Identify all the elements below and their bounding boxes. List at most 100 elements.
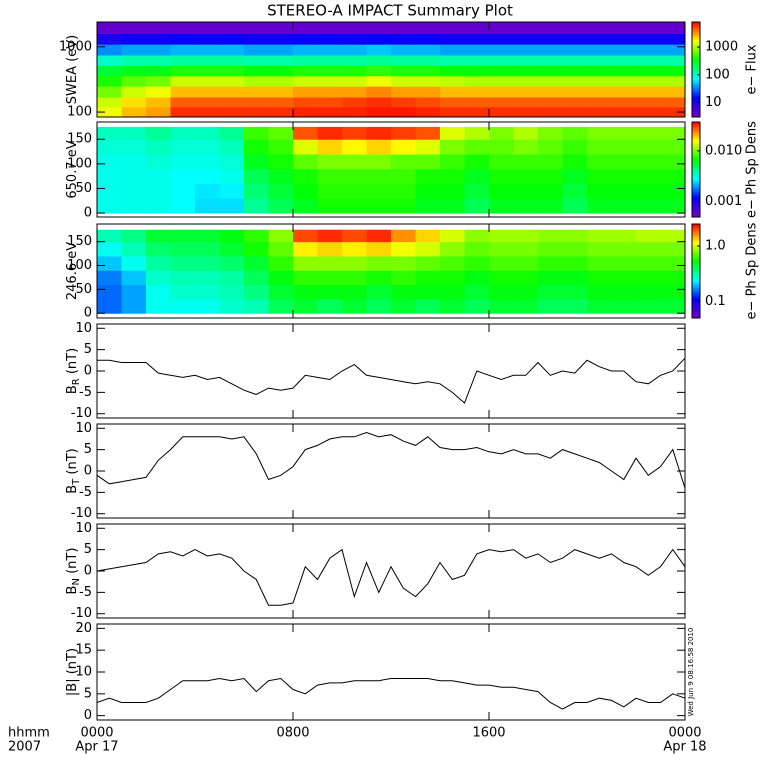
heatmap-cell (464, 298, 490, 314)
heatmap-cell (464, 75, 490, 87)
heatmap-cell (513, 54, 539, 66)
heatmap-cell (97, 241, 122, 257)
heatmap-cell (293, 44, 318, 56)
heatmap-cell (97, 44, 122, 56)
heatmap-cell (146, 284, 171, 300)
heatmap-cell (489, 86, 514, 98)
heatmap-cell (170, 298, 196, 314)
heatmap-cell (538, 229, 563, 243)
heatmap-cell (366, 44, 392, 56)
heatmap-cell (366, 33, 392, 45)
heatmap-cell (489, 65, 514, 77)
heatmap-cell (611, 168, 637, 185)
heatmap-cell (636, 298, 661, 314)
y-tick-label: 5 (84, 542, 92, 557)
x-axis-label: hhmm (8, 726, 50, 741)
heatmap-cell (146, 198, 171, 214)
heatmap-cell (464, 86, 490, 98)
heatmap-cell (489, 284, 514, 300)
heatmap-cell (366, 54, 392, 66)
heatmap-cell (440, 106, 465, 118)
heatmap-cell (391, 54, 416, 66)
heatmap-cell (342, 86, 367, 98)
heatmap-cell (121, 54, 147, 66)
heatmap-cell (121, 284, 147, 300)
colorbar-tick-label: 0.1 (705, 294, 726, 309)
heatmap-cell (366, 126, 392, 140)
heatmap-cell (317, 198, 343, 214)
heatmap-cell (342, 75, 367, 87)
heatmap-cell (538, 22, 563, 34)
heatmap-cell (587, 298, 612, 314)
colorbar-label: e− Flux (745, 44, 760, 94)
heatmap-cell (342, 54, 367, 66)
heatmap-cell (489, 270, 514, 286)
plot-frame (96, 423, 686, 519)
colorbar-tick-label: 100 (705, 67, 730, 82)
heatmap-cell (587, 241, 612, 257)
heatmap-cell (513, 22, 539, 34)
heatmap-cell (219, 97, 245, 108)
heatmap-cell (170, 168, 196, 185)
heatmap-cell (121, 153, 147, 170)
heatmap-cell (170, 44, 196, 56)
heatmap-cell (97, 139, 122, 155)
heatmap-cell (293, 126, 318, 140)
heatmap-cell (611, 298, 637, 314)
y-label-main: SWEA (eV) (65, 35, 80, 104)
heatmap-cell (562, 241, 588, 257)
heatmap-cell (293, 54, 318, 66)
heatmap-cell (562, 139, 588, 155)
heatmap-cell (660, 255, 686, 271)
heatmap-cell (317, 86, 343, 98)
y-axis-label: 650.7 eV (65, 140, 80, 198)
heatmap-cell (513, 139, 539, 155)
heatmap-cell (268, 139, 294, 155)
heatmap-cell (611, 198, 637, 214)
heatmap-cell (513, 153, 539, 170)
y-label-unit: (nT) (65, 448, 80, 474)
heatmap-cell (268, 106, 294, 118)
heatmap-cell (195, 168, 220, 185)
heatmap-cell (219, 33, 245, 45)
heatmap-cell (513, 255, 539, 271)
heatmap-cell (587, 97, 612, 108)
heatmap-cell (195, 75, 220, 87)
heatmap-cell (219, 270, 245, 286)
heatmap-cell (244, 298, 269, 314)
y-tick-label: -5 (79, 385, 92, 400)
heatmap-cell (611, 183, 637, 199)
heatmap-cell (268, 183, 294, 199)
heatmap-cell (489, 106, 514, 118)
heatmap-cell (464, 22, 490, 34)
heatmap-cell (244, 97, 269, 108)
heatmap-cell (440, 65, 465, 77)
heatmap-cell (317, 270, 343, 286)
heatmap-cell (244, 270, 269, 286)
heatmap-cell (660, 198, 686, 214)
heatmap-cell (587, 229, 612, 243)
heatmap-cell (146, 298, 171, 314)
heatmap-cell (440, 22, 465, 34)
heatmap-cell (464, 126, 490, 140)
heatmap-cell (97, 75, 122, 87)
heatmap-cell (391, 183, 416, 199)
heatmap-cell (342, 22, 367, 34)
heatmap-cell (660, 65, 686, 77)
heatmap-cell (317, 168, 343, 185)
heatmap-cell (538, 54, 563, 66)
heatmap-cell (317, 22, 343, 34)
heatmap-cell (97, 270, 122, 286)
heatmap-cell (538, 86, 563, 98)
heatmap-cell (611, 126, 637, 140)
heatmap-cell (440, 241, 465, 257)
heatmap-cell (268, 86, 294, 98)
heatmap-cell (366, 255, 392, 271)
heatmap-cell (342, 106, 367, 118)
heatmap-cell (562, 229, 588, 243)
y-tick-label: 10 (75, 665, 92, 680)
heatmap-cell (121, 65, 147, 77)
heatmap-cell (489, 298, 514, 314)
heatmap-cell (513, 284, 539, 300)
panel: -10 -5 0 5 10 BN (nT) (65, 521, 686, 621)
